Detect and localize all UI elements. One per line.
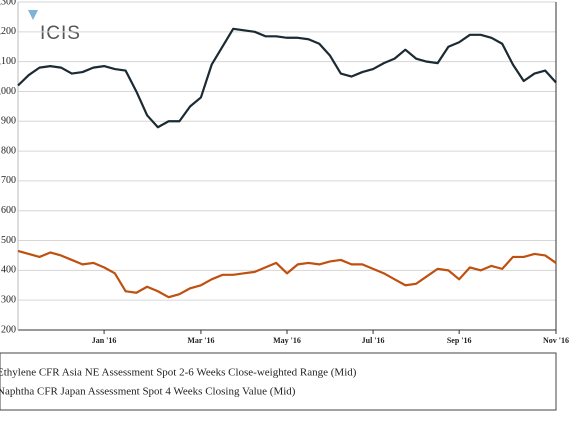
x-tick-label: May '16 — [273, 336, 301, 345]
legend-entry: Naphtha CFR Japan Assessment Spot 4 Week… — [0, 386, 296, 398]
legend-entry: Ethylene CFR Asia NE Assessment Spot 2-6… — [0, 367, 357, 379]
y-tick-label: 900 — [1, 116, 16, 127]
series-line — [17, 249, 557, 299]
x-tick-label: Mar '16 — [187, 336, 214, 345]
logo: ICIS — [28, 10, 81, 44]
y-tick-label: 700 — [1, 175, 16, 186]
y-tick-label: 500 — [1, 235, 16, 246]
logo-icon — [28, 10, 38, 20]
y-tick-label: 400 — [1, 265, 16, 276]
x-tick-label: Jul '16 — [362, 336, 385, 345]
series-line — [17, 27, 557, 129]
y-tick-label: 1,200 — [0, 26, 16, 37]
x-tick-label: Sep '16 — [447, 336, 472, 345]
y-tick-label: 200 — [1, 324, 16, 335]
y-tick-label: 1,100 — [0, 56, 16, 67]
y-tick-label: 300 — [1, 294, 16, 305]
x-tick-label: Jan '16 — [92, 336, 117, 345]
y-tick-label: 1,000 — [0, 86, 16, 97]
y-tick-label: 1,300 — [0, 0, 16, 7]
logo-text: ICIS — [40, 23, 81, 44]
y-tick-label: 800 — [1, 145, 16, 156]
legend-box — [0, 352, 557, 411]
y-tick-label: 600 — [1, 205, 16, 216]
x-tick-label: Nov '16 — [543, 336, 569, 345]
